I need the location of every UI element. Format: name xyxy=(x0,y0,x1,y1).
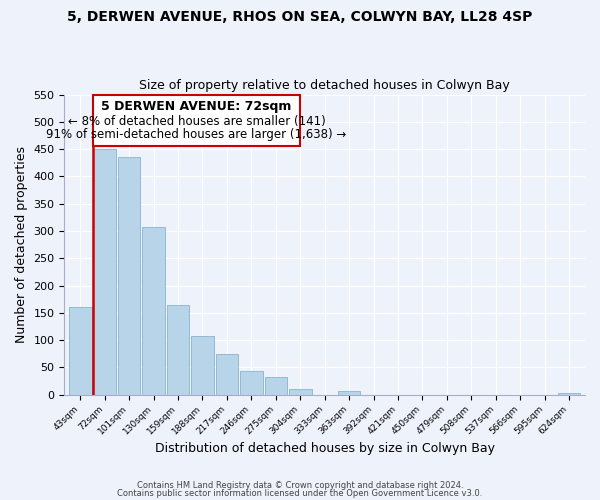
Bar xyxy=(558,393,580,394)
Text: 5, DERWEN AVENUE, RHOS ON SEA, COLWYN BAY, LL28 4SP: 5, DERWEN AVENUE, RHOS ON SEA, COLWYN BA… xyxy=(67,10,533,24)
Bar xyxy=(118,158,140,394)
Bar xyxy=(142,226,165,394)
Y-axis label: Number of detached properties: Number of detached properties xyxy=(15,146,28,343)
Bar xyxy=(94,149,116,394)
Bar xyxy=(338,391,361,394)
Title: Size of property relative to detached houses in Colwyn Bay: Size of property relative to detached ho… xyxy=(139,79,510,92)
Bar xyxy=(191,336,214,394)
Bar xyxy=(69,308,92,394)
Bar xyxy=(265,376,287,394)
Bar xyxy=(167,304,189,394)
Bar xyxy=(240,371,263,394)
FancyBboxPatch shape xyxy=(92,94,300,146)
Bar xyxy=(289,389,311,394)
X-axis label: Distribution of detached houses by size in Colwyn Bay: Distribution of detached houses by size … xyxy=(155,442,495,455)
Text: 91% of semi-detached houses are larger (1,638) →: 91% of semi-detached houses are larger (… xyxy=(46,128,347,141)
Text: ← 8% of detached houses are smaller (141): ← 8% of detached houses are smaller (141… xyxy=(68,116,325,128)
Text: Contains HM Land Registry data © Crown copyright and database right 2024.: Contains HM Land Registry data © Crown c… xyxy=(137,481,463,490)
Bar xyxy=(215,354,238,395)
Text: Contains public sector information licensed under the Open Government Licence v3: Contains public sector information licen… xyxy=(118,488,482,498)
Text: 5 DERWEN AVENUE: 72sqm: 5 DERWEN AVENUE: 72sqm xyxy=(101,100,292,113)
